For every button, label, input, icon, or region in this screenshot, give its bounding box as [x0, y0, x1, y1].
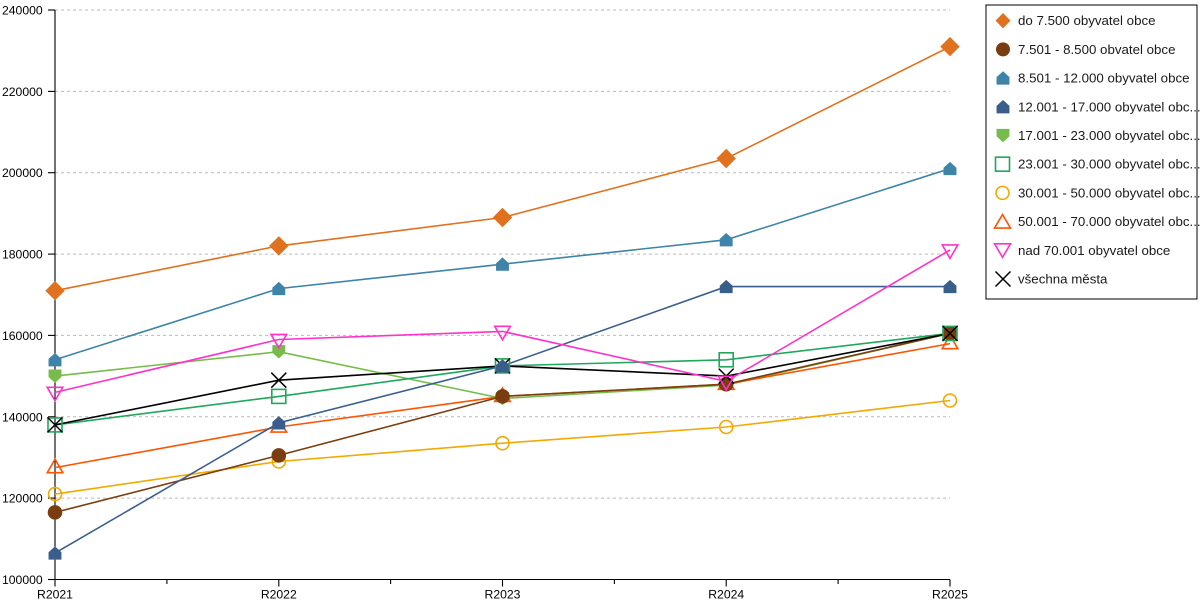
svg-text:120000: 120000 — [2, 492, 43, 506]
svg-text:200000: 200000 — [2, 166, 43, 180]
svg-text:do 7.500 obyvatel obce: do 7.500 obyvatel obce — [1018, 13, 1156, 28]
svg-text:140000: 140000 — [2, 410, 43, 424]
svg-text:12.001 - 17.000 obyvatel obc..: 12.001 - 17.000 obyvatel obc... — [1018, 99, 1200, 114]
svg-text:23.001 - 30.000 obyvatel obc..: 23.001 - 30.000 obyvatel obc... — [1018, 157, 1200, 172]
svg-text:všechna města: všechna města — [1018, 272, 1108, 287]
svg-text:240000: 240000 — [2, 4, 43, 18]
svg-text:7.501 - 8.500 obvatel obce: 7.501 - 8.500 obvatel obce — [1018, 42, 1175, 57]
svg-text:220000: 220000 — [2, 85, 43, 99]
svg-text:30.001 - 50.000 obyvatel obc..: 30.001 - 50.000 obyvatel obc... — [1018, 185, 1200, 200]
svg-text:180000: 180000 — [2, 248, 43, 262]
svg-text:R2021: R2021 — [37, 588, 73, 601]
svg-text:R2024: R2024 — [708, 588, 744, 601]
svg-text:nad 70.001 obyvatel obce: nad 70.001 obyvatel obce — [1018, 243, 1170, 258]
svg-text:17.001 - 23.000 obyvatel obc..: 17.001 - 23.000 obyvatel obc... — [1018, 128, 1200, 143]
svg-text:8.501 - 12.000 obyvatel obce: 8.501 - 12.000 obyvatel obce — [1018, 71, 1190, 86]
svg-text:100000: 100000 — [2, 573, 43, 587]
svg-text:160000: 160000 — [2, 329, 43, 343]
svg-text:50.001 - 70.000 obyvatel obc..: 50.001 - 70.000 obyvatel obc... — [1018, 214, 1200, 229]
svg-text:R2023: R2023 — [485, 588, 521, 601]
svg-text:R2025: R2025 — [932, 588, 968, 601]
svg-text:R2022: R2022 — [261, 588, 297, 601]
